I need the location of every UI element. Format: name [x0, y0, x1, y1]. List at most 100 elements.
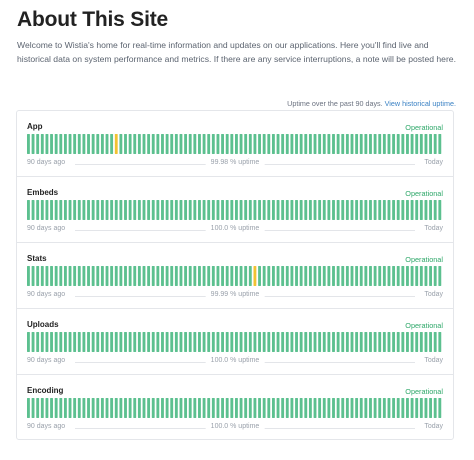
uptime-day-bar[interactable]: [198, 134, 201, 154]
uptime-day-bar[interactable]: [54, 266, 58, 286]
uptime-day-bar[interactable]: [295, 200, 298, 220]
uptime-day-bar[interactable]: [59, 266, 63, 286]
uptime-day-bar[interactable]: [165, 398, 169, 418]
uptime-day-bar[interactable]: [332, 332, 335, 352]
uptime-day-bar[interactable]: [50, 266, 53, 286]
uptime-day-bar[interactable]: [433, 398, 437, 418]
uptime-day-bar[interactable]: [68, 200, 72, 220]
uptime-day-bar[interactable]: [281, 398, 285, 418]
uptime-day-bar[interactable]: [184, 134, 188, 154]
uptime-day-bar[interactable]: [225, 134, 229, 154]
uptime-day-bar[interactable]: [396, 398, 400, 418]
uptime-day-bar[interactable]: [133, 134, 137, 154]
uptime-day-bar[interactable]: [332, 398, 335, 418]
uptime-day-bar[interactable]: [322, 134, 326, 154]
uptime-day-bar[interactable]: [313, 332, 317, 352]
uptime-day-bar[interactable]: [322, 398, 326, 418]
uptime-day-bar[interactable]: [87, 134, 90, 154]
uptime-day-bar[interactable]: [332, 266, 335, 286]
uptime-day-bar[interactable]: [235, 266, 238, 286]
uptime-day-bar[interactable]: [40, 134, 44, 154]
uptime-day-bar[interactable]: [433, 266, 437, 286]
uptime-day-bar[interactable]: [193, 266, 197, 286]
uptime-day-bar[interactable]: [161, 200, 164, 220]
uptime-day-bar[interactable]: [373, 200, 377, 220]
uptime-day-bar[interactable]: [124, 134, 127, 154]
uptime-day-bar[interactable]: [281, 332, 285, 352]
uptime-day-bar[interactable]: [91, 134, 95, 154]
uptime-day-bar[interactable]: [225, 398, 229, 418]
uptime-day-bar[interactable]: [350, 332, 354, 352]
uptime-day-bar[interactable]: [355, 134, 359, 154]
uptime-day-bar[interactable]: [392, 332, 396, 352]
uptime-day-bar[interactable]: [290, 200, 294, 220]
uptime-day-bar[interactable]: [308, 134, 312, 154]
uptime-day-bar[interactable]: [133, 266, 137, 286]
uptime-day-bar[interactable]: [235, 200, 238, 220]
uptime-day-bar[interactable]: [304, 332, 308, 352]
uptime-day-bar[interactable]: [382, 134, 386, 154]
uptime-day-bar[interactable]: [285, 134, 289, 154]
uptime-day-bar[interactable]: [235, 134, 238, 154]
uptime-day-bar[interactable]: [429, 134, 432, 154]
uptime-day-bar[interactable]: [147, 398, 151, 418]
uptime-day-bar[interactable]: [128, 266, 132, 286]
uptime-day-bar[interactable]: [105, 332, 109, 352]
uptime-day-bar[interactable]: [59, 332, 63, 352]
uptime-day-bar[interactable]: [373, 134, 377, 154]
uptime-day-bar[interactable]: [276, 200, 280, 220]
uptime-day-bar[interactable]: [174, 332, 178, 352]
uptime-day-bar[interactable]: [308, 398, 312, 418]
uptime-day-bar[interactable]: [174, 200, 178, 220]
uptime-day-bar[interactable]: [281, 266, 285, 286]
uptime-day-bar-incident[interactable]: [114, 134, 118, 154]
uptime-day-bar[interactable]: [258, 200, 261, 220]
uptime-day-bar[interactable]: [198, 200, 201, 220]
uptime-day-bar[interactable]: [36, 134, 40, 154]
uptime-day-bar[interactable]: [156, 266, 160, 286]
uptime-day-bar[interactable]: [415, 398, 419, 418]
uptime-day-bar[interactable]: [424, 134, 428, 154]
uptime-day-bar[interactable]: [318, 332, 322, 352]
uptime-day-bar[interactable]: [142, 266, 146, 286]
uptime-day-bar[interactable]: [40, 332, 44, 352]
uptime-day-bar[interactable]: [207, 266, 211, 286]
uptime-day-bar[interactable]: [114, 332, 118, 352]
uptime-day-bar[interactable]: [396, 200, 400, 220]
uptime-day-bar[interactable]: [147, 266, 151, 286]
uptime-day-bar[interactable]: [40, 200, 44, 220]
uptime-day-bar[interactable]: [170, 398, 174, 418]
uptime-day-bar[interactable]: [193, 332, 197, 352]
uptime-day-bar[interactable]: [110, 332, 114, 352]
uptime-day-bar[interactable]: [262, 266, 266, 286]
uptime-day-bar[interactable]: [313, 266, 317, 286]
uptime-day-bar[interactable]: [258, 266, 261, 286]
uptime-day-bar[interactable]: [77, 200, 81, 220]
uptime-day-bar[interactable]: [142, 134, 146, 154]
uptime-day-bar[interactable]: [63, 134, 67, 154]
uptime-day-bar[interactable]: [45, 398, 49, 418]
uptime-day-bar[interactable]: [133, 200, 137, 220]
uptime-day-bar[interactable]: [304, 266, 308, 286]
uptime-day-bar[interactable]: [179, 200, 183, 220]
uptime-day-bar[interactable]: [147, 332, 151, 352]
uptime-day-bar[interactable]: [410, 398, 414, 418]
uptime-day-bar[interactable]: [184, 398, 188, 418]
uptime-day-bar[interactable]: [184, 200, 188, 220]
uptime-day-bar[interactable]: [73, 266, 77, 286]
uptime-day-bar[interactable]: [165, 266, 169, 286]
uptime-day-bar[interactable]: [285, 266, 289, 286]
uptime-day-bar[interactable]: [364, 266, 368, 286]
uptime-day-bar[interactable]: [45, 266, 49, 286]
uptime-day-bar[interactable]: [415, 134, 419, 154]
uptime-day-bar[interactable]: [119, 398, 123, 418]
uptime-day-bar[interactable]: [382, 200, 386, 220]
uptime-day-bar[interactable]: [429, 200, 432, 220]
uptime-day-bar[interactable]: [271, 398, 275, 418]
uptime-day-bar[interactable]: [216, 266, 220, 286]
uptime-day-bar[interactable]: [114, 266, 118, 286]
uptime-day-bar[interactable]: [387, 332, 391, 352]
uptime-day-bar[interactable]: [216, 398, 220, 418]
uptime-day-bar[interactable]: [198, 266, 201, 286]
uptime-day-bar[interactable]: [262, 200, 266, 220]
